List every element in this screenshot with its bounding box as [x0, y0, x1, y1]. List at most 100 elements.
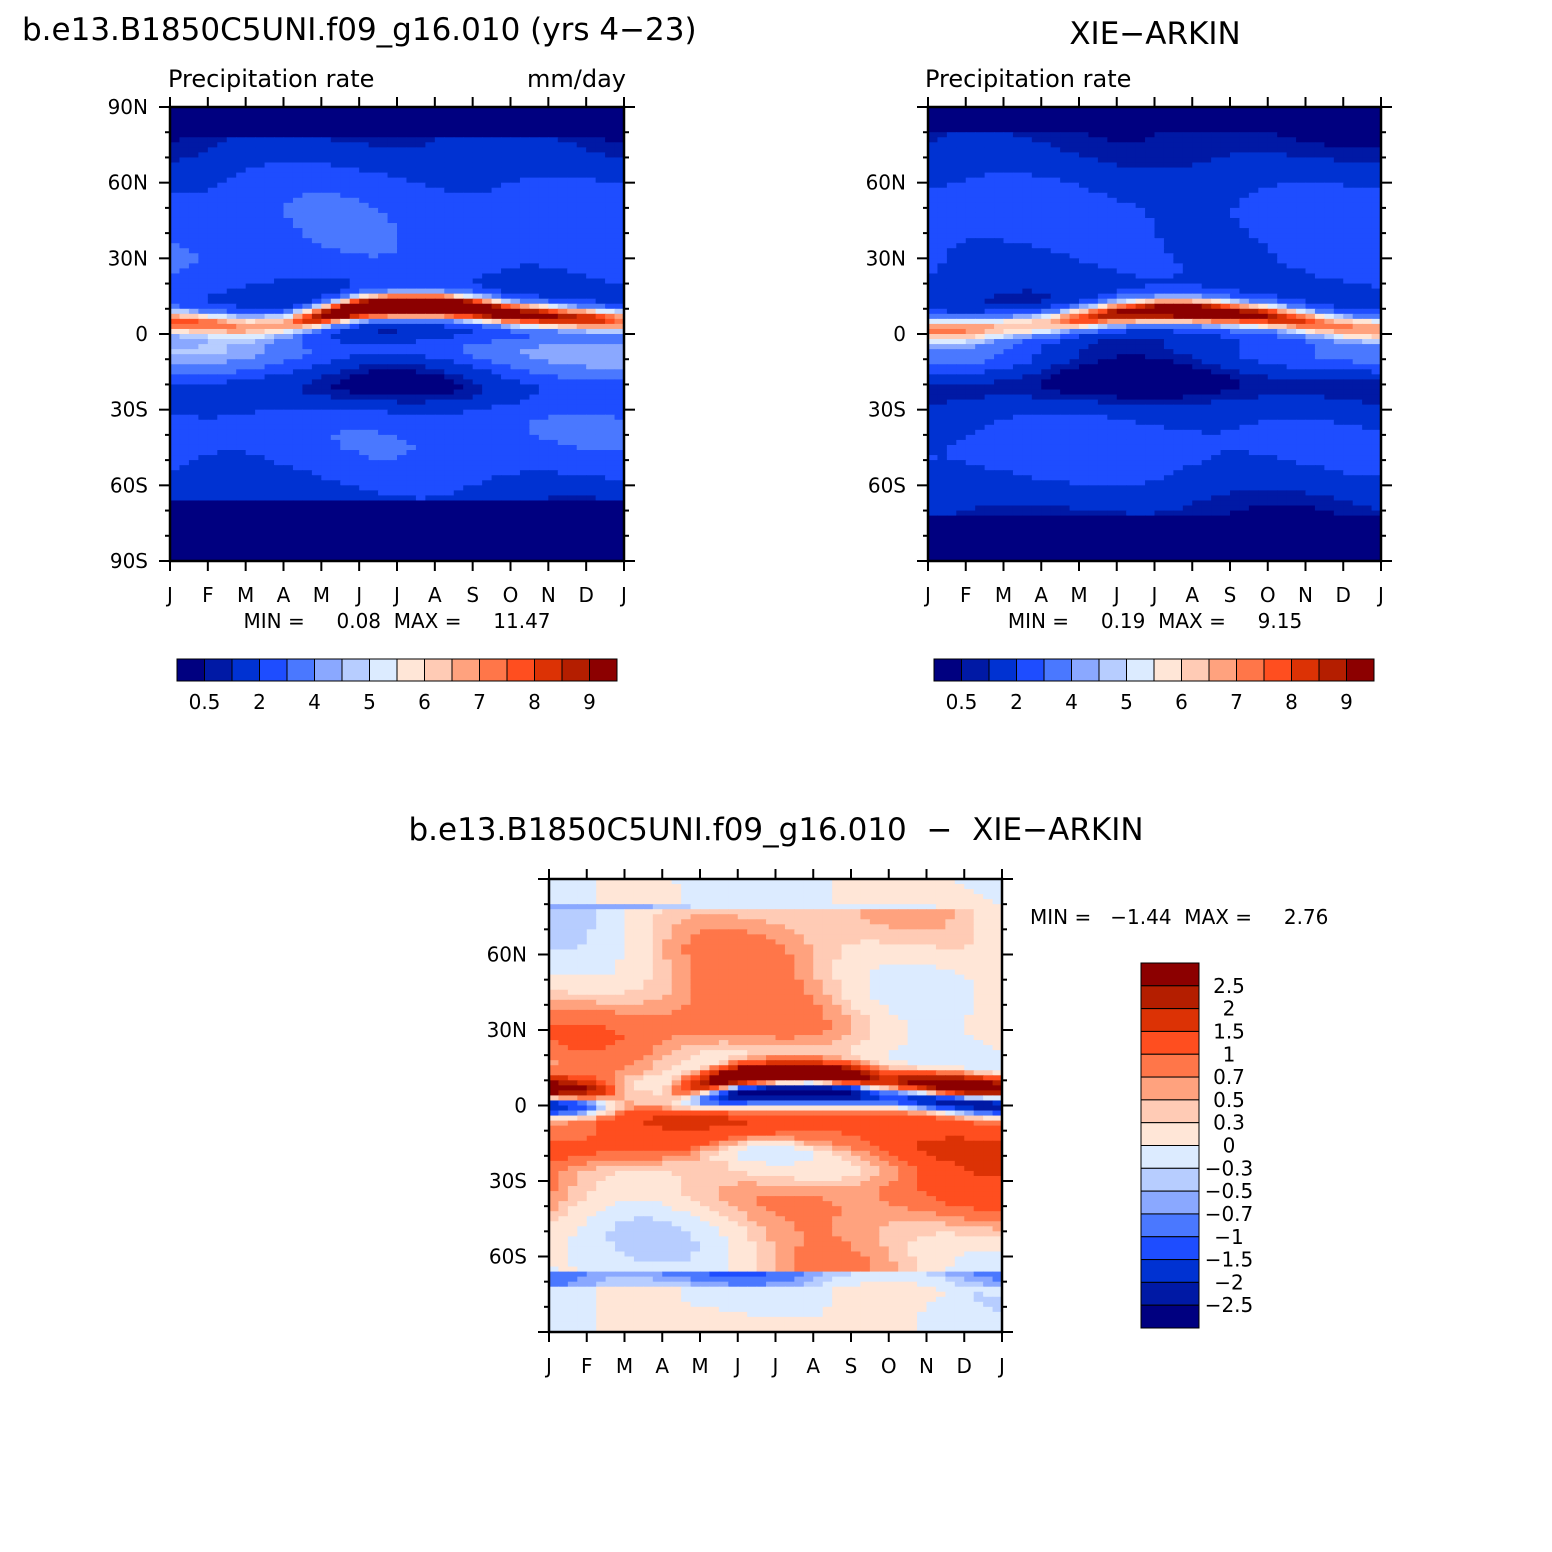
heatmap-cell	[198, 389, 209, 396]
heatmap-cell	[557, 298, 568, 305]
heatmap-cell	[311, 308, 322, 315]
heatmap-cell	[226, 107, 237, 113]
heatmap-cell	[406, 187, 417, 194]
heatmap-cell	[586, 323, 597, 330]
heatmap-cell	[586, 192, 597, 199]
heatmap-cell	[406, 349, 417, 355]
heatmap-cell	[1305, 157, 1316, 164]
heatmap-cell	[501, 555, 512, 562]
heatmap-cell	[937, 147, 948, 153]
heatmap-cell	[255, 389, 266, 396]
heatmap-cell	[198, 288, 209, 295]
heatmap-cell	[567, 419, 578, 426]
heatmap-cell	[482, 177, 493, 184]
heatmap-cell	[472, 268, 483, 275]
heatmap-cell	[302, 243, 313, 249]
heatmap-cell	[501, 288, 512, 295]
heatmap-cell	[397, 364, 408, 370]
heatmap-cell	[340, 384, 351, 391]
x-tick-label: S	[466, 583, 479, 607]
heatmap-cell	[359, 192, 370, 199]
heatmap-cell	[1173, 122, 1184, 128]
heatmap-cell	[274, 197, 285, 204]
heatmap-cell	[1079, 107, 1090, 113]
heatmap-cell	[188, 530, 199, 537]
heatmap-cell	[482, 238, 493, 244]
heatmap-cell	[349, 535, 360, 542]
heatmap-cell	[217, 303, 228, 310]
heatmap-cell	[538, 132, 549, 138]
x-tick-label: D	[578, 583, 593, 607]
heatmap-cell	[434, 354, 445, 360]
heatmap-cell	[340, 339, 351, 345]
heatmap-cell	[245, 238, 256, 244]
heatmap-cell	[463, 238, 474, 244]
heatmap-cell	[226, 379, 237, 386]
heatmap-cell	[340, 288, 351, 295]
heatmap-cell	[1248, 112, 1259, 118]
heatmap-cell	[453, 439, 464, 446]
heatmap-cell	[576, 323, 587, 330]
heatmap-cell	[519, 545, 531, 552]
heatmap-cell	[576, 515, 587, 522]
heatmap-cell	[1116, 117, 1127, 123]
heatmap-cell	[595, 480, 606, 486]
heatmap-cell	[264, 354, 275, 360]
heatmap-cell	[245, 157, 256, 164]
heatmap-cell	[501, 223, 512, 229]
heatmap-cell	[510, 434, 521, 441]
heatmap-cell	[567, 434, 578, 441]
heatmap-cell	[274, 303, 285, 310]
heatmap-cell	[359, 132, 370, 138]
heatmap-cell	[387, 384, 398, 391]
heatmap-cell	[510, 127, 521, 133]
heatmap-cell	[557, 364, 568, 370]
heatmap-cell	[340, 460, 351, 466]
heatmap-cell	[368, 505, 379, 512]
heatmap-cell	[397, 394, 408, 401]
heatmap-cell	[1277, 112, 1288, 118]
heatmap-cell	[188, 465, 199, 471]
heatmap-cell	[207, 308, 218, 315]
heatmap-cell	[406, 223, 417, 229]
heatmap-cell	[207, 318, 218, 325]
heatmap-cell	[482, 157, 493, 164]
heatmap-cell	[1211, 132, 1222, 138]
x-tick-label: M	[313, 583, 330, 607]
heatmap-cell	[472, 117, 483, 123]
heatmap-cell	[444, 273, 455, 280]
heatmap-cell	[975, 117, 986, 123]
heatmap-cell	[453, 364, 464, 370]
heatmap-cell	[529, 253, 540, 259]
heatmap-cell	[557, 283, 568, 290]
heatmap-cell	[586, 424, 597, 431]
heatmap-cell	[311, 480, 322, 486]
heatmap-cell	[529, 379, 540, 386]
heatmap-cell	[434, 293, 445, 300]
heatmap-cell	[368, 359, 379, 365]
heatmap-cell	[170, 293, 181, 300]
heatmap-cell	[491, 228, 502, 234]
heatmap-cell	[586, 409, 597, 416]
heatmap-cell	[188, 419, 199, 426]
heatmap-cell	[425, 212, 436, 219]
heatmap-cell	[586, 258, 597, 264]
heatmap-cell	[463, 364, 474, 370]
heatmap-cell	[397, 525, 408, 532]
heatmap-cell	[349, 228, 360, 234]
heatmap-cell	[198, 369, 209, 375]
heatmap-cell	[368, 303, 379, 310]
heatmap-cell	[397, 369, 408, 375]
heatmap-cell	[245, 248, 256, 254]
heatmap-cell	[264, 414, 275, 421]
heatmap-cell	[188, 263, 199, 270]
heatmap-cell	[226, 192, 237, 199]
heatmap-cell	[605, 162, 616, 169]
heatmap-cell	[226, 404, 237, 411]
heatmap-cell	[245, 223, 256, 229]
heatmap-cell	[397, 434, 408, 441]
heatmap-cell	[491, 540, 502, 547]
heatmap-cell	[274, 273, 285, 280]
heatmap-cell	[188, 490, 199, 497]
heatmap-cell	[368, 253, 379, 259]
